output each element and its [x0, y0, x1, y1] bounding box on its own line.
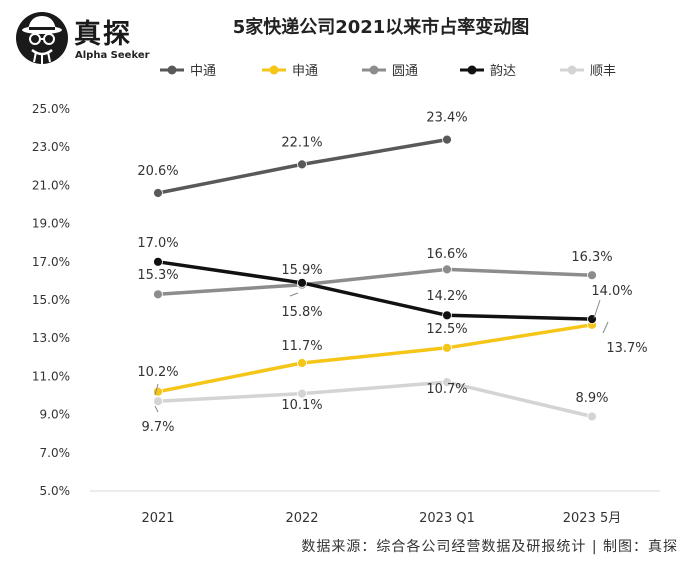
data-label-0-2: 23.4%	[426, 111, 467, 126]
series-line-1	[157, 323, 593, 394]
y-tick-label: 23.0%	[32, 140, 70, 154]
y-tick-label: 25.0%	[32, 102, 70, 116]
leader-line-2	[602, 321, 609, 334]
y-tick-label: 11.0%	[32, 369, 70, 383]
data-label-1-3: 13.7%	[606, 341, 647, 356]
brand-logo: 真探 Alpha Seeker	[14, 10, 184, 70]
legend-label-4: 顺丰	[590, 64, 616, 79]
data-point-3-0	[153, 256, 163, 267]
data-label-2-2: 16.6%	[426, 247, 467, 262]
y-tick-label: 21.0%	[32, 178, 70, 192]
data-point-4-3	[587, 411, 597, 422]
brand-name-cn: 真探	[74, 19, 132, 50]
legend-label-3: 韵达	[490, 64, 516, 79]
legend-marker-0	[167, 65, 177, 75]
leader-line-0	[154, 383, 159, 396]
data-point-2-0	[153, 289, 163, 300]
data-point-4-1	[297, 388, 307, 399]
legend-label-2: 圆通	[392, 64, 418, 79]
data-label-0-1: 22.1%	[281, 135, 322, 150]
x-tick-label: 2023 Q1	[419, 511, 475, 526]
data-label-1-0: 10.2%	[137, 365, 178, 380]
leader-line-1	[289, 292, 299, 297]
data-label-3-1: 15.9%	[281, 263, 322, 278]
leader-line-4	[154, 405, 159, 413]
chart-title: 5家快递公司2021以来市占率变动图	[233, 16, 530, 38]
data-point-0-0	[153, 188, 163, 198]
data-point-3-1	[297, 277, 307, 288]
data-point-1-1	[297, 358, 307, 368]
series-line-4	[157, 380, 593, 419]
detective-icon	[16, 12, 68, 64]
x-tick-label: 2021	[141, 511, 174, 526]
y-tick-label: 17.0%	[32, 255, 70, 269]
data-label-2-3: 16.3%	[571, 250, 612, 265]
data-point-4-0	[153, 396, 163, 407]
data-point-2-2	[442, 264, 452, 275]
data-label-3-2: 14.2%	[426, 289, 467, 304]
y-tick-label: 13.0%	[32, 331, 70, 345]
data-point-4-2	[442, 377, 452, 388]
legend-marker-2	[369, 65, 379, 75]
legend-marker-3	[467, 65, 477, 75]
data-point-0-1	[297, 159, 307, 170]
data-label-3-3: 14.0%	[591, 284, 632, 299]
brand-name-en: Alpha Seeker	[75, 50, 150, 61]
data-label-4-3: 8.9%	[575, 391, 608, 406]
x-tick-label: 2022	[285, 511, 318, 526]
legend-marker-1	[269, 65, 279, 75]
data-point-3-2	[442, 310, 452, 321]
source-note: 数据来源：综合各公司经营数据及研报统计 | 制图：真探	[301, 539, 678, 555]
data-label-1-2: 12.5%	[426, 322, 467, 337]
data-label-4-0: 9.7%	[141, 420, 174, 435]
series-line-2	[157, 267, 593, 297]
legend-marker-4	[567, 65, 577, 75]
y-tick-label: 19.0%	[32, 217, 70, 231]
y-tick-label: 15.0%	[32, 293, 70, 307]
series-line-3	[157, 260, 593, 321]
data-label-1-1: 11.7%	[281, 339, 322, 354]
y-tick-label: 5.0%	[40, 484, 71, 498]
data-point-0-2	[442, 134, 452, 145]
data-label-2-1: 15.8%	[281, 305, 322, 320]
data-point-2-3	[587, 270, 597, 281]
data-label-2-0: 15.3%	[137, 268, 178, 283]
data-label-0-0: 20.6%	[137, 164, 178, 179]
leader-line-3	[593, 299, 601, 319]
data-label-3-0: 17.0%	[137, 236, 178, 251]
y-tick-label: 9.0%	[40, 408, 71, 422]
legend-label-0: 中通	[190, 64, 216, 79]
y-tick-label: 7.0%	[40, 446, 71, 460]
data-point-1-2	[442, 342, 452, 353]
data-label-4-1: 10.1%	[281, 398, 322, 413]
data-label-4-2: 10.7%	[426, 382, 467, 397]
x-tick-label: 2023 5月	[563, 511, 622, 526]
legend-label-1: 申通	[292, 64, 318, 79]
